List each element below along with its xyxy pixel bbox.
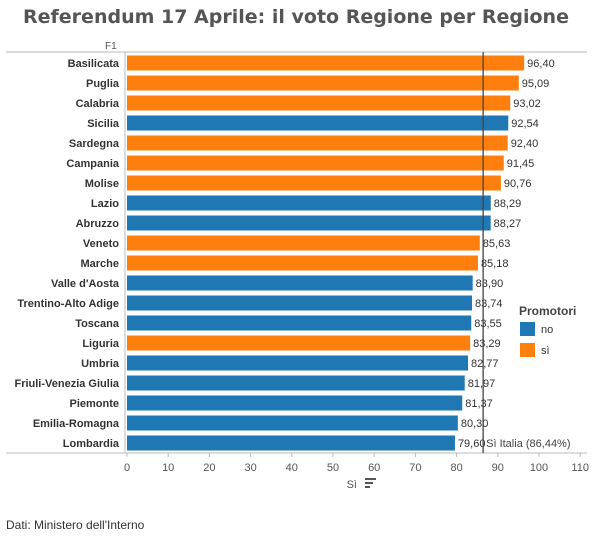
bar[interactable]	[127, 95, 511, 111]
value-label: 82,77	[471, 358, 499, 370]
category-label: Sicilia	[87, 118, 120, 130]
value-label: 92,54	[511, 118, 539, 130]
x-tick-label: 40	[286, 462, 298, 474]
sort-icon	[365, 482, 373, 484]
category-label: Lombardia	[63, 438, 120, 450]
value-label: 81,97	[468, 378, 496, 390]
legend-title: Promotori	[519, 304, 576, 318]
legend-label: no	[541, 324, 553, 336]
value-label: 96,40	[527, 58, 555, 70]
reference-line-label: Sì Italia (86,44%)	[486, 438, 570, 450]
source-note: Dati: Ministero dell'Interno	[6, 518, 145, 532]
x-tick-label: 60	[368, 462, 380, 474]
bar[interactable]	[127, 215, 491, 231]
bar[interactable]	[127, 395, 463, 411]
x-tick-label: 0	[124, 462, 130, 474]
category-label: Trentino-Alto Adige	[17, 298, 119, 310]
value-label: 83,90	[476, 278, 504, 290]
sort-icon	[365, 478, 376, 480]
category-label: Basilicata	[68, 58, 120, 70]
category-label: Toscana	[75, 318, 120, 330]
category-label: Puglia	[86, 78, 120, 90]
x-tick-label: 100	[530, 462, 548, 474]
sort-icon	[365, 486, 370, 488]
category-label: Friuli-Venezia Giulia	[14, 378, 119, 390]
legend-swatch[interactable]	[520, 343, 535, 357]
bar[interactable]	[127, 275, 473, 291]
x-tick-label: 10	[162, 462, 174, 474]
category-label: Piemonte	[69, 398, 119, 410]
bar[interactable]	[127, 235, 480, 251]
legend-label: sì	[541, 345, 550, 357]
bar[interactable]	[127, 415, 458, 431]
value-label: 83,29	[473, 338, 501, 350]
category-label: Liguria	[82, 338, 120, 350]
value-label: 80,30	[461, 418, 489, 430]
bar[interactable]	[127, 375, 465, 391]
bar[interactable]	[127, 355, 469, 371]
value-label: 85,18	[481, 258, 509, 270]
value-label: 88,29	[494, 198, 522, 210]
value-label: 91,45	[507, 158, 535, 170]
bar[interactable]	[127, 75, 519, 91]
category-label: Emilia-Romagna	[33, 418, 120, 430]
x-tick-label: 110	[571, 462, 589, 474]
bar[interactable]	[127, 435, 455, 451]
bar[interactable]	[127, 115, 509, 131]
chart-title: Referendum 17 Aprile: il voto Regione pe…	[23, 6, 569, 28]
x-axis-title: Sì	[347, 479, 357, 491]
bar[interactable]	[127, 315, 472, 331]
category-label: Veneto	[83, 238, 119, 250]
category-label: Calabria	[76, 98, 120, 110]
value-label: 95,09	[522, 78, 550, 90]
value-label: 88,27	[494, 218, 522, 230]
value-label: 92,40	[511, 138, 539, 150]
x-tick-label: 50	[327, 462, 339, 474]
category-label: Marche	[80, 258, 119, 270]
category-label: Molise	[85, 178, 119, 190]
bar[interactable]	[127, 55, 525, 71]
category-label: Abruzzo	[76, 218, 120, 230]
bar[interactable]	[127, 175, 501, 191]
category-label: Lazio	[91, 198, 119, 210]
x-tick-label: 80	[450, 462, 462, 474]
category-label: Umbria	[81, 358, 120, 370]
legend-swatch[interactable]	[520, 322, 535, 336]
row-header: F1	[105, 41, 117, 52]
value-label: 83,74	[475, 298, 503, 310]
category-label: Campania	[66, 158, 119, 170]
category-label: Sardegna	[69, 138, 120, 150]
value-label: 81,37	[465, 398, 493, 410]
x-tick-label: 70	[409, 462, 421, 474]
bar[interactable]	[127, 255, 478, 271]
x-tick-label: 30	[244, 462, 256, 474]
bar[interactable]	[127, 135, 508, 151]
value-label: 90,76	[504, 178, 532, 190]
x-tick-label: 20	[203, 462, 215, 474]
value-label: 83,55	[474, 318, 502, 330]
category-label: Valle d'Aosta	[51, 278, 120, 290]
bar[interactable]	[127, 195, 491, 211]
x-tick-label: 90	[492, 462, 504, 474]
bar[interactable]	[127, 155, 504, 171]
value-label: 85,63	[483, 238, 511, 250]
bar[interactable]	[127, 295, 473, 311]
bar[interactable]	[127, 335, 471, 351]
value-label: 93,02	[513, 98, 541, 110]
value-label: 79,60	[458, 438, 486, 450]
